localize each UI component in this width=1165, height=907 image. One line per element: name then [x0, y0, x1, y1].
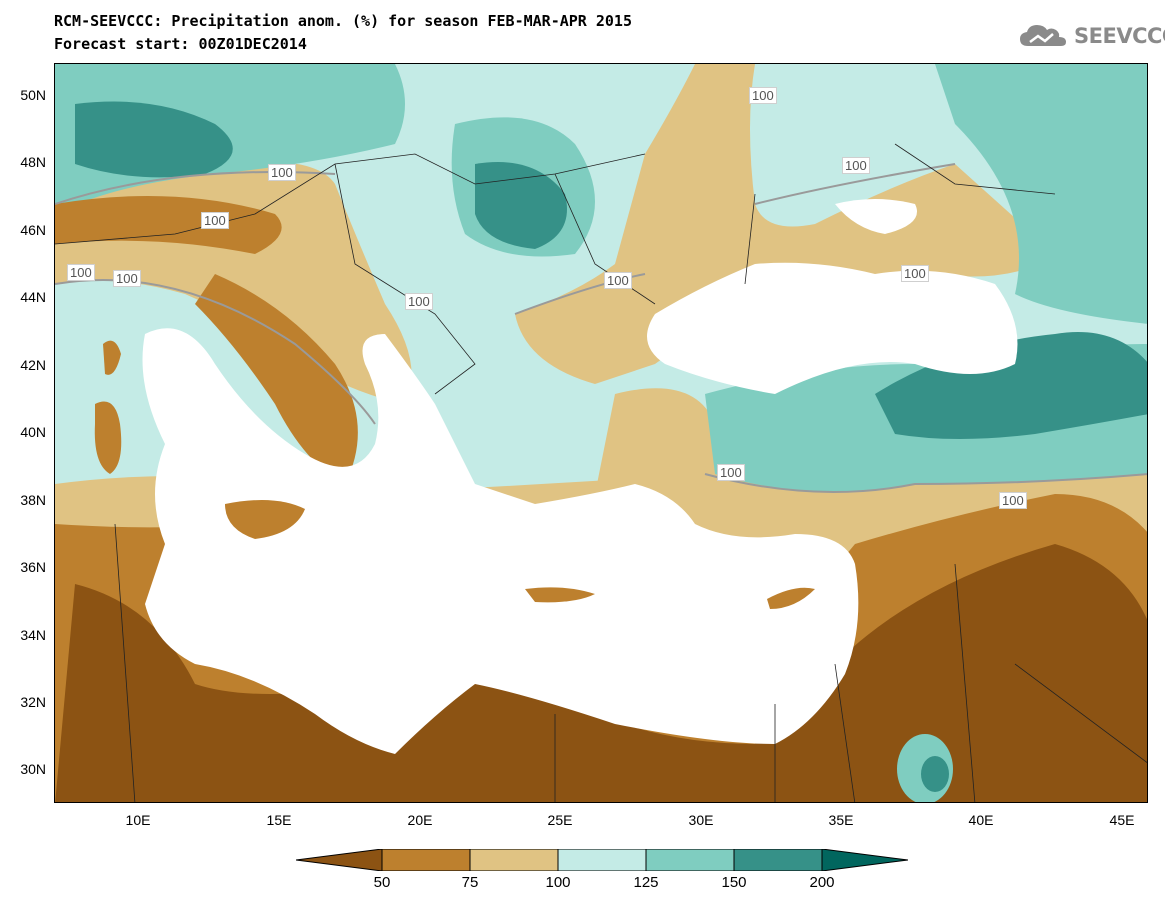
lon-label: 20E: [407, 812, 433, 828]
island-cyprus: [767, 587, 815, 609]
forecast-start-label: Forecast start: 00Z01DEC2014: [54, 35, 307, 53]
contour-label: 100: [201, 212, 229, 229]
contour-label: 100: [901, 265, 929, 282]
lat-label: 30N: [20, 761, 46, 777]
lat-label: 46N: [20, 222, 46, 238]
lon-label: 15E: [266, 812, 292, 828]
island-sardinia: [94, 401, 122, 474]
colorbar-label: 125: [633, 874, 659, 891]
colorbar-label: 150: [721, 874, 747, 891]
colorbar: [296, 849, 908, 871]
lat-label: 32N: [20, 694, 46, 710]
field-wet-strong-arabia: [921, 756, 949, 792]
lat-label: 44N: [20, 289, 46, 305]
island-corsica: [103, 340, 121, 375]
lon-label: 25E: [547, 812, 573, 828]
contour-label: 100: [999, 492, 1027, 509]
contour-label: 100: [842, 157, 870, 174]
colorbar-swatch: [470, 849, 558, 871]
sea-azov: [835, 199, 917, 234]
island-sicily: [225, 500, 305, 539]
contour-label: 100: [717, 464, 745, 481]
contour-label: 100: [268, 164, 296, 181]
map-canvas: [55, 64, 1147, 802]
country-borders: [55, 143, 1147, 802]
lat-label: 34N: [20, 627, 46, 643]
field-dry-strong-south: [55, 544, 1147, 802]
island-crete: [525, 587, 595, 603]
logo-text: SEEVCCC: [1074, 24, 1165, 48]
contour-label: 100: [604, 272, 632, 289]
colorbar-swatch: [734, 849, 822, 871]
lat-label: 38N: [20, 492, 46, 508]
lon-label: 40E: [968, 812, 994, 828]
field-wet-strong-caucasus: [875, 332, 1147, 439]
colorbar-swatch: [296, 849, 382, 871]
colorbar-swatch: [646, 849, 734, 871]
colorbar-label: 200: [809, 874, 835, 891]
field-wet-strong-germany: [75, 101, 233, 178]
contour-label: 100: [749, 87, 777, 104]
lon-label: 30E: [688, 812, 714, 828]
colorbar-swatch: [382, 849, 470, 871]
field-wet-strong-hungary: [475, 162, 567, 249]
sea-black-sea: [647, 262, 1018, 394]
field-dry-italy: [195, 274, 358, 484]
lat-label: 48N: [20, 154, 46, 170]
field-wet-russia: [935, 64, 1147, 324]
field-dry-light-east: [515, 64, 1055, 384]
colorbar-swatch: [822, 849, 908, 871]
sea-mediterranean: [142, 328, 859, 754]
lon-label: 35E: [828, 812, 854, 828]
lon-label: 45E: [1109, 812, 1135, 828]
colorbar-label: 50: [373, 874, 391, 891]
colorbar-label: 100: [545, 874, 571, 891]
map-title: RCM-SEEVCCC: Precipitation anom. (%) for…: [54, 12, 632, 30]
seevccc-logo: SEEVCCC: [1018, 22, 1165, 50]
lat-label: 42N: [20, 357, 46, 373]
colorbar-swatch: [558, 849, 646, 871]
contour-label: 100: [405, 293, 433, 310]
contour-100: [55, 163, 1147, 493]
lat-label: 40N: [20, 424, 46, 440]
colorbar-label: 75: [461, 874, 479, 891]
precipitation-anomaly-map: 100 100 100 100 100 100 100 100 100 100 …: [54, 63, 1148, 803]
contour-label: 100: [67, 264, 95, 281]
lon-label: 10E: [125, 812, 151, 828]
cloud-icon: [1020, 25, 1066, 46]
contour-label: 100: [113, 270, 141, 287]
lat-label: 36N: [20, 559, 46, 575]
lat-label: 50N: [20, 87, 46, 103]
